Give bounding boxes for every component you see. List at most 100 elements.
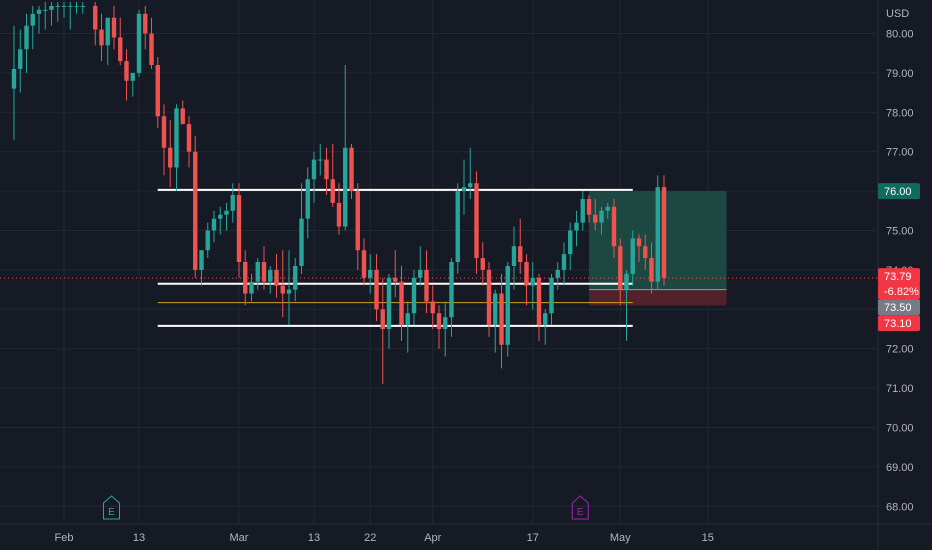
candle-body	[205, 230, 210, 251]
candle-body	[305, 179, 310, 219]
y-tick-label: 71.00	[886, 383, 914, 395]
candle-body	[593, 214, 598, 223]
candle-body	[361, 250, 367, 278]
candle-body	[530, 277, 535, 286]
candle-body	[468, 183, 473, 188]
candle-body	[524, 262, 529, 286]
candle-body	[130, 72, 135, 81]
price-badge: 73.79	[878, 268, 920, 285]
candle-body	[11, 68, 17, 89]
candle-body	[511, 246, 517, 266]
candle-body	[655, 187, 660, 282]
candle-body	[605, 206, 610, 211]
candle-body	[561, 254, 567, 270]
candle-body	[411, 277, 417, 314]
candle-body	[286, 289, 292, 294]
candle-body	[161, 116, 167, 148]
candle-body	[324, 159, 329, 180]
candle-body	[393, 277, 398, 282]
x-tick-label: Mar	[230, 532, 249, 544]
price-badge: -6.82%	[878, 283, 920, 300]
candle-body	[405, 313, 410, 326]
price-badge-bg	[878, 283, 920, 300]
y-tick-label: 77.00	[886, 147, 914, 159]
candle-body	[543, 313, 548, 326]
price-badges: 76.00 73.79 -6.82% 73.50 73.10	[878, 183, 920, 332]
candle-body	[93, 5, 98, 30]
candle-body	[193, 151, 198, 270]
candle-body	[461, 187, 467, 192]
candle-body	[124, 61, 129, 81]
y-tick-label: 72.00	[886, 344, 914, 356]
candle-body	[643, 246, 648, 259]
candles	[11, 1, 667, 385]
candle-body	[380, 309, 385, 329]
x-tick-label: 15	[702, 532, 714, 544]
candle-body	[518, 246, 523, 263]
candle-body	[311, 159, 317, 180]
candle-body	[24, 25, 29, 50]
earnings-marker[interactable]: E	[103, 495, 120, 520]
candle-body	[30, 13, 35, 26]
candle-body	[61, 5, 67, 7]
candle-body	[574, 222, 579, 231]
currency-label: USD	[886, 8, 909, 20]
price-badge: 73.50	[878, 299, 920, 316]
candle-body	[486, 269, 492, 326]
y-tick-label: 79.00	[886, 68, 914, 80]
candle-body	[418, 269, 423, 278]
candle-body	[74, 5, 79, 7]
candle-body	[493, 293, 498, 326]
price-badge-bg	[878, 299, 920, 316]
y-tick-label: 70.00	[886, 423, 914, 435]
candle-body	[293, 265, 298, 290]
candle-body	[136, 13, 142, 73]
candle-body	[105, 17, 110, 46]
candle-body	[155, 65, 160, 117]
candle-body	[80, 5, 85, 7]
candle-body	[299, 218, 304, 266]
candle-body	[218, 214, 223, 219]
x-tick-label: 17	[527, 532, 539, 544]
earnings-marker[interactable]: E	[571, 495, 589, 520]
candle-body	[618, 246, 623, 290]
candle-body	[343, 147, 348, 227]
candle-body	[436, 313, 442, 329]
x-tick-label: Apr	[424, 532, 441, 544]
candle-body	[599, 210, 604, 223]
candle-body	[399, 281, 404, 326]
x-tick-label: 13	[133, 532, 145, 544]
y-tick-label: 68.00	[886, 501, 914, 513]
stop-zone	[589, 289, 727, 306]
candle-body	[630, 238, 635, 274]
candle-body	[224, 210, 229, 215]
candle-body	[255, 262, 260, 282]
candle-body	[499, 293, 504, 345]
price-badge-text: 76.00	[884, 186, 912, 198]
candle-body	[349, 147, 354, 192]
price-badge-bg	[878, 315, 920, 332]
earnings-marker-label: E	[577, 507, 584, 518]
candle-body	[274, 269, 279, 286]
price-badge-text: 73.50	[884, 302, 912, 314]
candle-body	[143, 13, 148, 34]
x-tick-label: 13	[308, 532, 320, 544]
candle-body	[624, 273, 629, 290]
candle-body	[186, 124, 192, 152]
candle-body	[336, 202, 342, 227]
candle-body	[43, 9, 48, 11]
price-badge-bg	[878, 268, 920, 285]
candle-body	[455, 191, 460, 263]
candle-body	[55, 5, 60, 7]
candle-body	[236, 195, 242, 263]
candle-body	[505, 265, 510, 345]
candle-body	[36, 9, 42, 14]
candle-body	[49, 5, 54, 10]
x-tick-label: Feb	[55, 532, 74, 544]
candle-body	[230, 195, 235, 211]
candle-body	[68, 5, 73, 7]
